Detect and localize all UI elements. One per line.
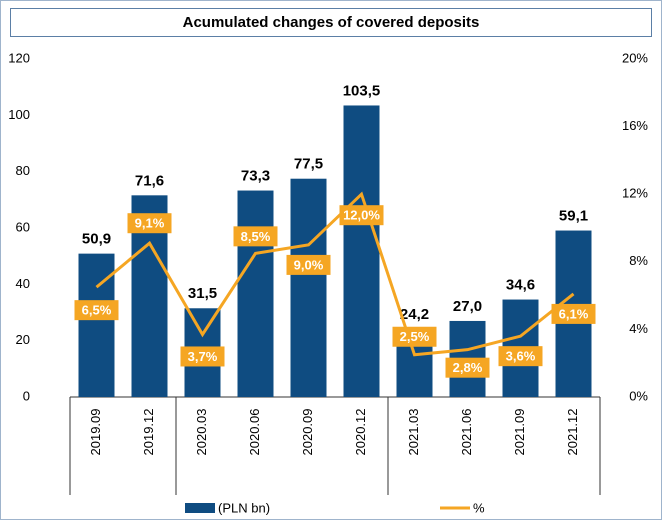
line-label-box: [551, 303, 596, 324]
y-tick-label: 0: [23, 388, 30, 403]
y2-tick-label: 12%: [622, 186, 648, 201]
bar-value-label: 27,0: [453, 298, 482, 315]
line: [95, 191, 575, 357]
bar-value-label: 31,5: [188, 285, 217, 302]
bar-value-label: 59,1: [559, 208, 588, 225]
x-tick-label: 2020.03: [194, 409, 209, 456]
x-tick-label: 2020.12: [353, 409, 368, 456]
y2-tick-label: 0%: [629, 388, 648, 403]
y2-tick-label: 8%: [629, 253, 648, 268]
line-value-label: 12,0%: [343, 208, 380, 223]
y-tick-label: 40: [16, 276, 30, 291]
line-value-label: 2,8%: [453, 360, 483, 375]
y2-tick-label: 20%: [622, 50, 648, 65]
bar-value-label: 71,6: [135, 172, 164, 189]
line-value-label: 8,5%: [241, 229, 271, 244]
title-box: [10, 8, 652, 37]
x-tick-label: 2019.12: [141, 409, 156, 456]
y2-tick-label: 16%: [622, 118, 648, 133]
bar-value-label: 73,3: [241, 168, 270, 185]
bar: [237, 190, 274, 397]
bar-value-label: 103,5: [343, 82, 381, 99]
line-label-box: [127, 213, 172, 234]
bar: [343, 105, 380, 397]
line-value-label: 6,1%: [559, 306, 589, 321]
chart-title: Acumulated changes of covered deposits: [183, 14, 480, 31]
line-label-box: [233, 226, 278, 247]
y2-tick-label: 4%: [629, 321, 648, 336]
bar: [290, 178, 327, 397]
line-label-box: [339, 205, 384, 226]
y-tick-label: 60: [16, 219, 30, 234]
bar-value-label: 50,9: [82, 231, 111, 248]
line-label-box: [392, 326, 437, 347]
y-tick-label: 80: [16, 163, 30, 178]
legend-label: (PLN bn): [218, 500, 270, 515]
line-label-box: [498, 346, 543, 367]
y-tick-label: 100: [8, 107, 30, 122]
line-value-label: 3,6%: [506, 349, 536, 364]
legend-label: %: [473, 500, 485, 515]
line-value-label: 3,7%: [188, 349, 218, 364]
line-label-box: [180, 346, 225, 367]
line-label-box: [74, 300, 119, 321]
legend-swatch: [185, 503, 215, 513]
x-tick-label: 2021.09: [512, 409, 527, 456]
x-tick-label: 2021.06: [459, 409, 474, 456]
y-tick-label: 120: [8, 50, 30, 65]
line-value-label: 9,0%: [294, 257, 324, 272]
x-tick-label: 2019.09: [88, 409, 103, 456]
line-label-box: [445, 357, 490, 378]
bar-value-label: 34,6: [506, 277, 535, 294]
line-label-box: [286, 254, 331, 275]
x-tick-label: 2020.06: [247, 409, 262, 456]
bar-value-label: 24,2: [400, 306, 429, 323]
line-value-label: 2,5%: [400, 329, 430, 344]
x-tick-label: 2021.12: [565, 409, 580, 456]
x-tick-label: 2020.09: [300, 409, 315, 456]
line-value-label: 6,5%: [82, 303, 112, 318]
bar-value-label: 77,5: [294, 156, 323, 173]
y-tick-label: 20: [16, 332, 30, 347]
x-tick-label: 2021.03: [406, 409, 421, 456]
line-value-label: 9,1%: [135, 216, 165, 231]
